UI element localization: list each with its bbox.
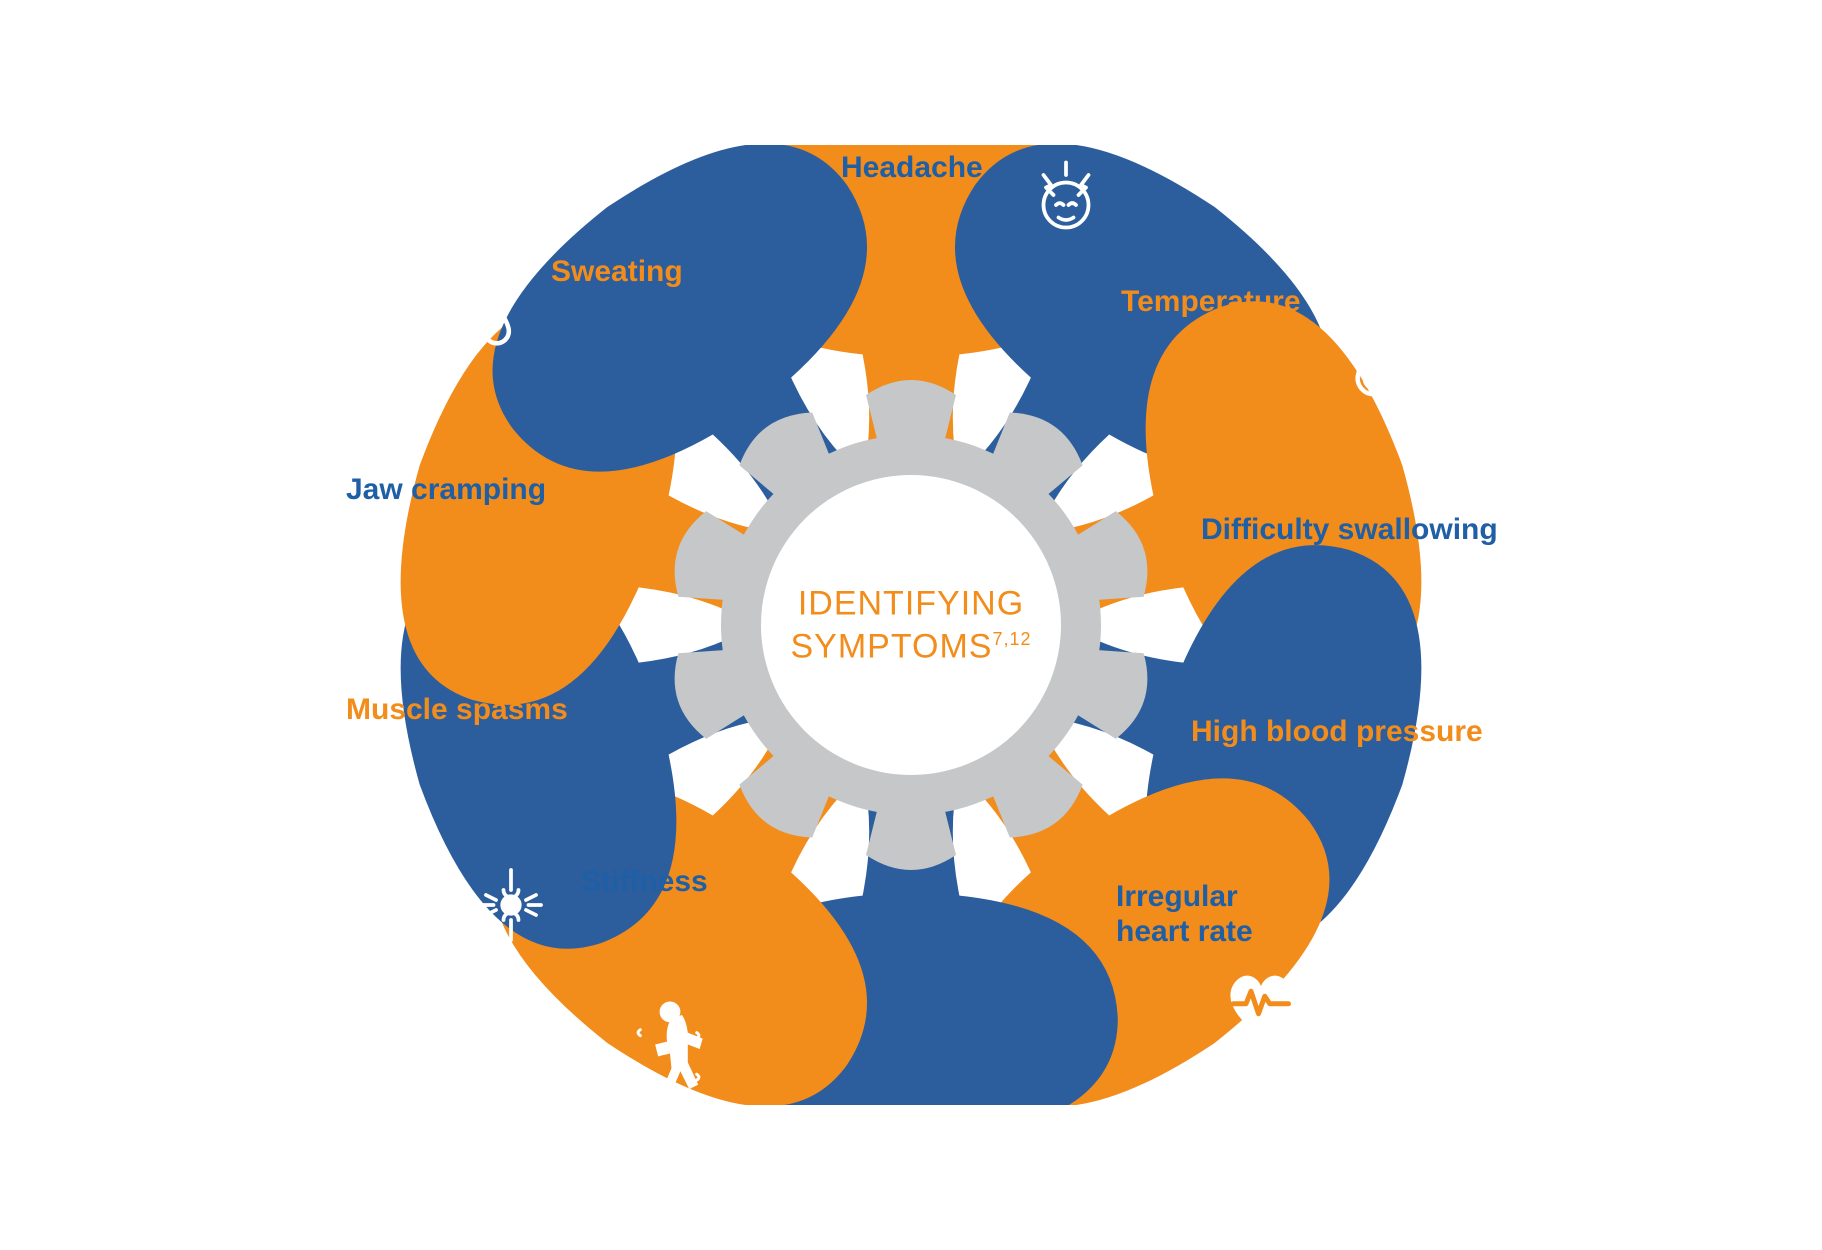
infographic-stage: IDENTIFYING SYMPTOMS7,12 Headache Temper… [211,145,1611,1105]
center-superscript: 7,12 [992,629,1031,649]
label-stiffness: Stiffness [581,865,708,900]
sweat-icon [441,275,516,360]
drink-icon [1516,505,1591,600]
label-muscle-spasms: Muscle spasms [346,693,568,728]
center-title: IDENTIFYING SYMPTOMS7,12 [790,583,1031,668]
label-irregular-heart-rate: Irregular heart rate [1116,880,1253,949]
label-jaw-cramping: Jaw cramping [346,473,546,508]
jaw-icon [241,495,326,565]
label-temperature: Temperature [1121,285,1301,320]
heart-icon [1221,965,1301,1040]
label-high-blood-pressure: High blood pressure [1191,715,1483,750]
center-title-line1: IDENTIFYING [798,585,1024,623]
headache-icon [1026,155,1106,235]
center-title-line2: SYMPTOMS [790,627,992,665]
joint-icon [471,865,551,945]
label-headache: Headache [841,151,983,186]
seizure-icon [631,1000,706,1095]
spasm-icon [241,700,321,780]
bp-monitor-icon [1501,700,1586,790]
label-seizures: Seizures or jerking [721,985,858,1054]
label-difficulty-swallowing: Difficulty swallowing [1201,513,1498,548]
thermometer-icon [1341,305,1401,400]
label-sweating: Sweating [551,255,683,290]
